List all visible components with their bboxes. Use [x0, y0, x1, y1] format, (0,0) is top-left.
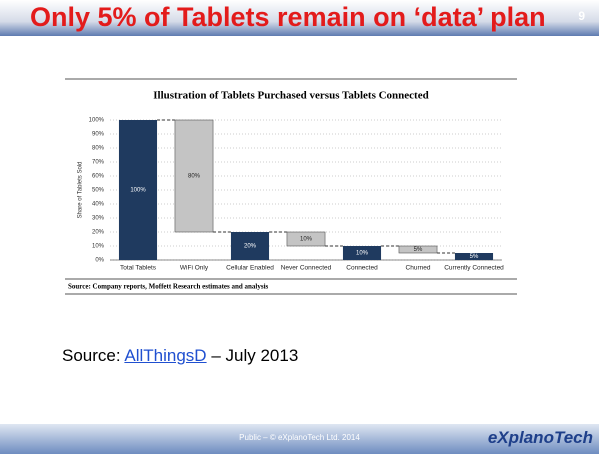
y-tick-label: 60% — [92, 174, 105, 180]
x-tick-label: Never Connected — [281, 265, 332, 272]
y-tick-label: 80% — [92, 146, 105, 152]
bar — [398, 245, 438, 254]
y-tick-label: 90% — [92, 132, 105, 138]
source-line: Source: AllThingsD – July 2013 — [62, 346, 298, 366]
value-label: 80% — [188, 174, 201, 180]
y-tick-label: 20% — [92, 230, 105, 236]
bar — [230, 232, 270, 260]
x-tick-label: Currently Connected — [444, 265, 504, 272]
x-tick-label: Cellular Enabled — [226, 265, 274, 272]
x-tick-label: Connected — [346, 265, 378, 272]
source-link[interactable]: AllThingsD — [124, 346, 207, 365]
bar — [454, 253, 494, 260]
x-tick-label: Total Tablets — [120, 265, 157, 272]
y-tick-label: 70% — [92, 160, 105, 166]
slide-title: Only 5% of Tablets remain on ‘data’ plan — [30, 2, 546, 32]
y-tick-label: 100% — [89, 118, 105, 124]
title-bar — [0, 0, 599, 36]
footer-text: Public – © eXplanoTech Ltd. 2014 — [239, 433, 360, 442]
value-label: 10% — [300, 237, 313, 243]
y-tick-label: 10% — [92, 244, 105, 250]
chart-title: Illustration of Tablets Purchased versus… — [153, 90, 428, 102]
y-axis-label: Share of Tablets Sold — [78, 162, 84, 219]
footer-bar — [0, 424, 599, 454]
bar — [286, 231, 326, 247]
source-prefix: Source: — [62, 346, 121, 365]
bar — [342, 246, 382, 260]
x-tick-label: WiFi Only — [180, 265, 209, 272]
y-tick-label: 30% — [92, 216, 105, 222]
y-tick-label: 0% — [95, 258, 104, 264]
logo: eXplanoTech — [487, 428, 593, 447]
value-label: 5% — [414, 247, 423, 253]
y-tick-label: 50% — [92, 188, 105, 194]
source-suffix: – July 2013 — [211, 346, 299, 365]
page-number: 9 — [578, 9, 585, 23]
value-label: 20% — [244, 244, 257, 250]
value-label: 100% — [130, 188, 146, 194]
value-label: 10% — [356, 251, 369, 257]
bar — [174, 119, 214, 233]
y-tick-label: 40% — [92, 202, 105, 208]
value-label: 5% — [470, 254, 479, 260]
x-tick-label: Churned — [406, 265, 431, 272]
chart-note: Source: Company reports, Moffett Researc… — [68, 283, 269, 291]
bar — [118, 120, 158, 260]
